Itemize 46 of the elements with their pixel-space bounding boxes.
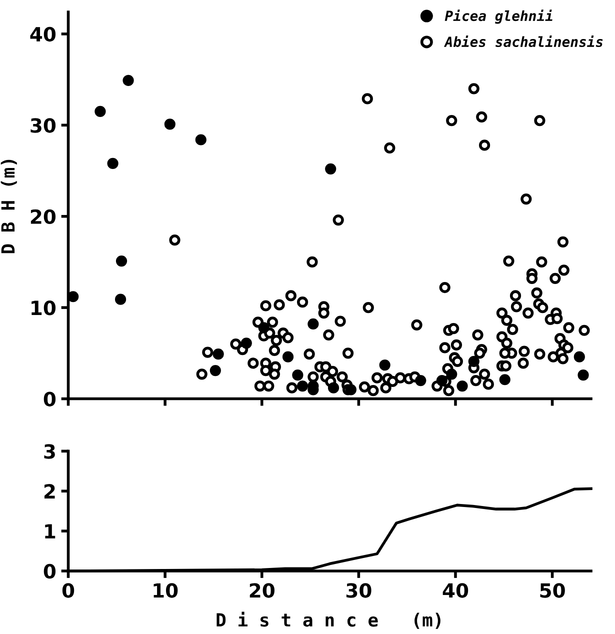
y-axis-title: D B H (m) [0,160,17,254]
y-tick-label: 0 [44,392,56,406]
point [499,374,510,386]
point [116,256,128,267]
point [258,322,270,334]
point [114,294,126,305]
y-tick-label: 30 [30,118,56,133]
point [456,380,468,392]
point [446,368,458,380]
point [240,338,252,349]
x-tick-label: 20 [250,583,274,598]
point [328,382,340,394]
point [164,118,176,130]
point [94,106,106,118]
y-tick-label: 3 [44,444,55,459]
point [578,370,589,381]
x-tick-label: 40 [442,583,468,598]
y-tick-label: 10 [32,300,56,316]
y-tick-label: 20 [30,209,56,224]
point [195,134,206,146]
point [308,318,319,330]
point [468,356,480,367]
point [296,380,308,392]
x-tick-label: 30 [346,583,372,598]
x-tick-label: 50 [540,583,565,598]
point [282,351,294,362]
y-tick-label: 2 [44,484,55,498]
x-tick-label: 0 [62,583,74,598]
point [379,359,390,371]
point [212,348,224,360]
point [415,374,426,386]
point [292,370,304,381]
y-tick-label: 1 [45,524,56,538]
x-axis-title: D i s t a n c e (m) [216,612,440,629]
point [107,158,118,170]
point [325,163,336,174]
point [210,364,221,376]
y-tick-label: 0 [44,564,56,579]
legend-label: Abies sachalinensis [444,36,603,48]
legend-label: Picea glehnii [444,10,552,24]
y-tick-label: 40 [30,26,56,42]
point [345,384,356,396]
point [122,74,134,86]
point [436,374,448,386]
point [574,351,585,362]
x-tick-label: 10 [154,583,178,598]
